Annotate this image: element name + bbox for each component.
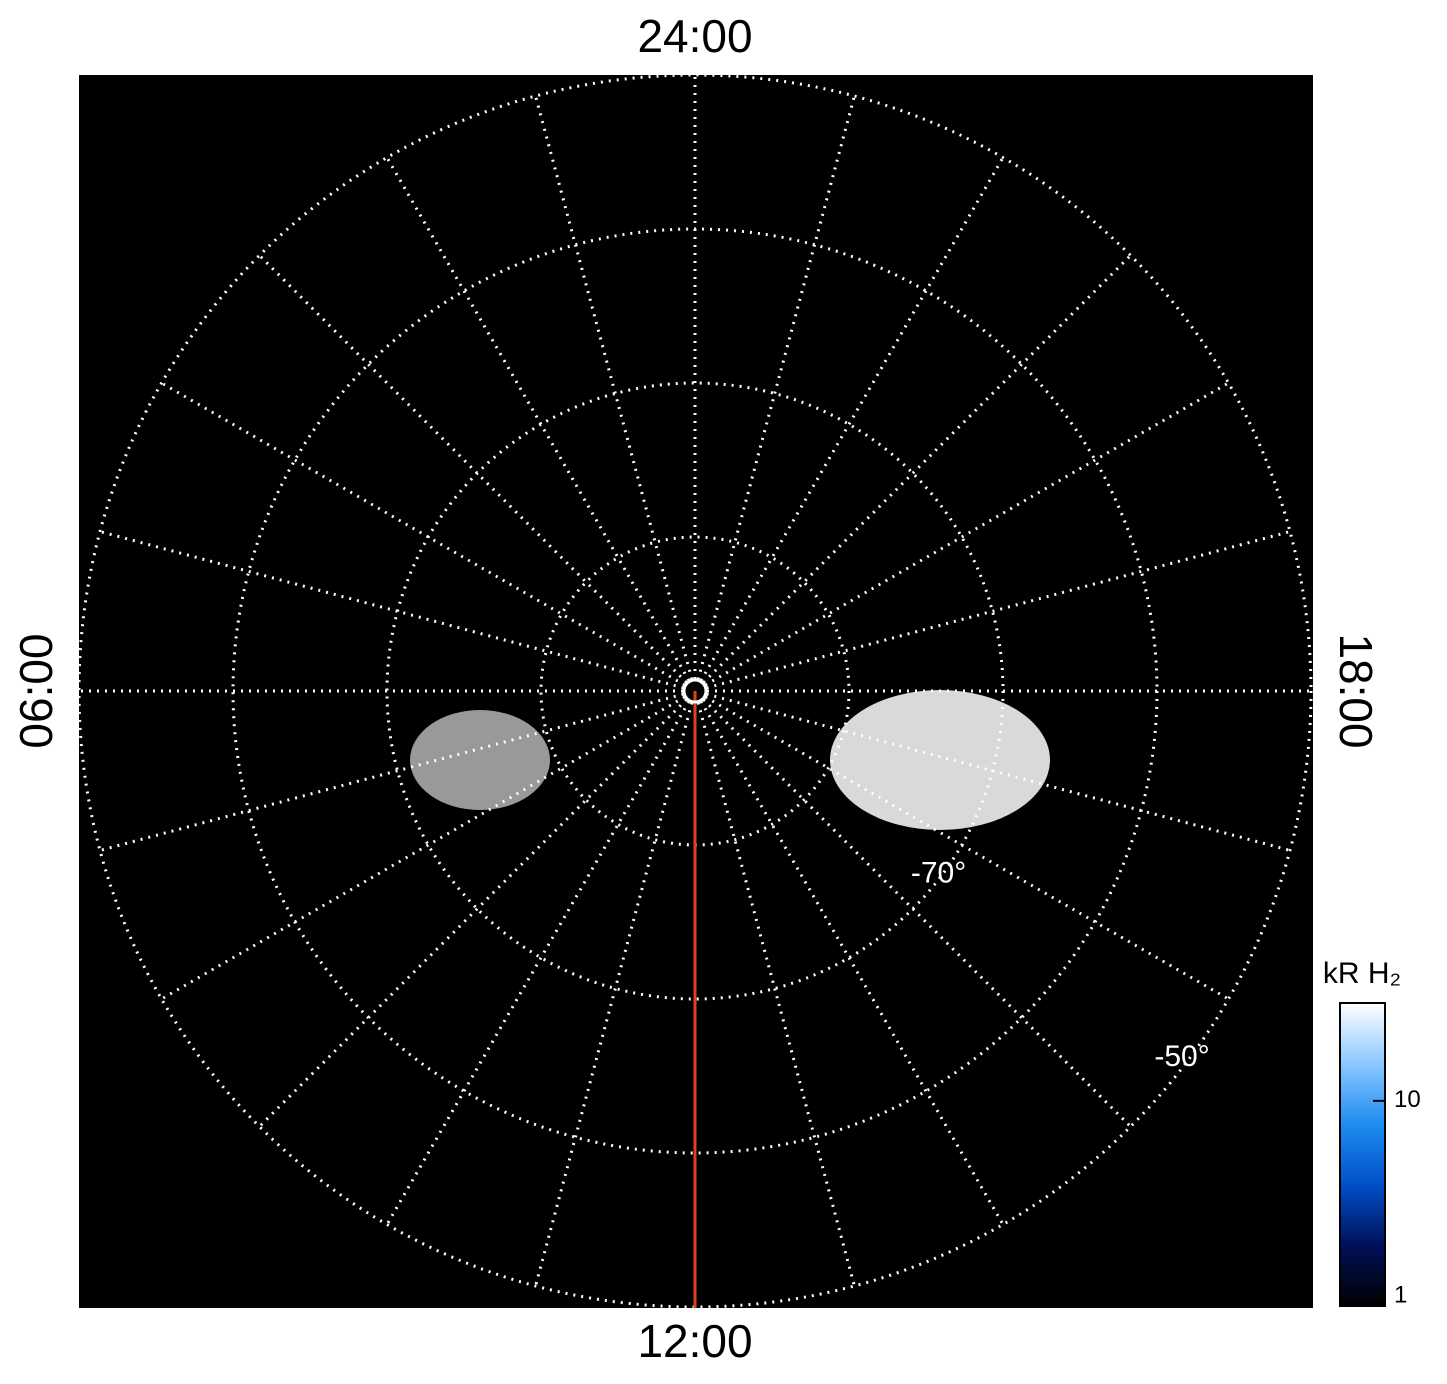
lt-label-right: 18:00 [1330,633,1382,748]
pole-marker [682,678,708,704]
lt-label-bottom: 12:00 [637,1315,752,1367]
lt-label-top: 24:00 [637,10,752,62]
colorbar-title: kR H₂ [1323,957,1401,990]
lt-label-left: 06:00 [10,633,62,748]
latitude-label: -70° [911,856,966,889]
colorbar-tick-label: 1 [1394,1281,1407,1308]
colorbar [1339,1002,1386,1307]
colorbar-tick-label: 10 [1394,1086,1421,1113]
latitude-label: -50° [1154,1040,1209,1073]
latitude-ring [77,73,1313,1309]
